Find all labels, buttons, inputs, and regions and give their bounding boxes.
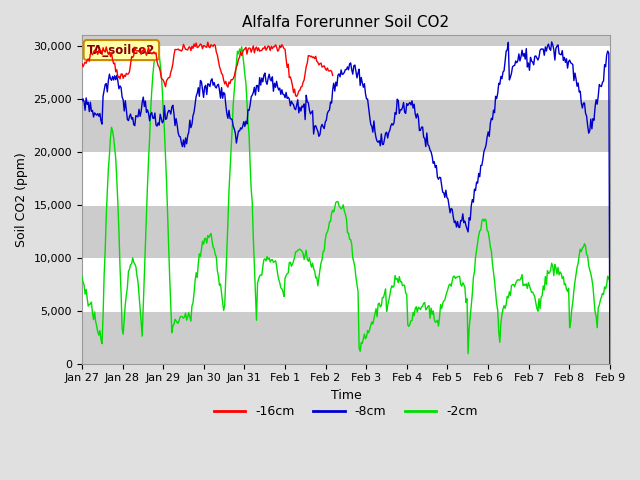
Bar	[82, 205, 610, 258]
Y-axis label: Soil CO2 (ppm): Soil CO2 (ppm)	[15, 152, 28, 247]
Bar	[82, 99, 610, 152]
Title: Alfalfa Forerunner Soil CO2: Alfalfa Forerunner Soil CO2	[243, 15, 449, 30]
Text: TA_soilco2: TA_soilco2	[87, 44, 156, 57]
X-axis label: Time: Time	[330, 389, 361, 402]
Bar	[82, 311, 610, 364]
Bar	[82, 152, 610, 205]
Bar	[82, 258, 610, 311]
Bar	[82, 46, 610, 99]
Legend: -16cm, -8cm, -2cm: -16cm, -8cm, -2cm	[209, 400, 483, 423]
